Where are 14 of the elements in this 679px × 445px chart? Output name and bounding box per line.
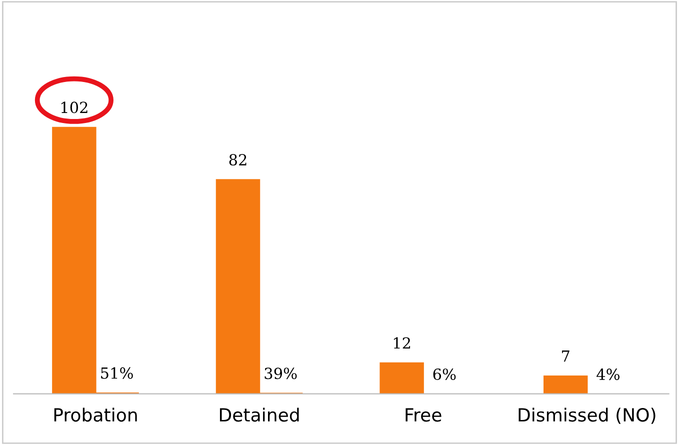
data-label: 102 — [61, 102, 88, 114]
bar — [544, 376, 588, 394]
data-label: 39% — [264, 368, 297, 380]
bar — [380, 362, 424, 394]
x-tick-label: Free — [406, 408, 442, 422]
x-tick-label: Probation — [54, 408, 137, 422]
x-tick-label: Dismissed (NO) — [518, 408, 656, 424]
data-label: 4% — [596, 368, 620, 380]
data-label: 12 — [394, 337, 410, 349]
data-label: 82 — [229, 154, 246, 166]
data-label: 51% — [101, 367, 133, 379]
data-label: 7 — [562, 350, 570, 362]
x-tick-label: Detained — [220, 408, 299, 422]
data-label: 6% — [433, 368, 456, 380]
